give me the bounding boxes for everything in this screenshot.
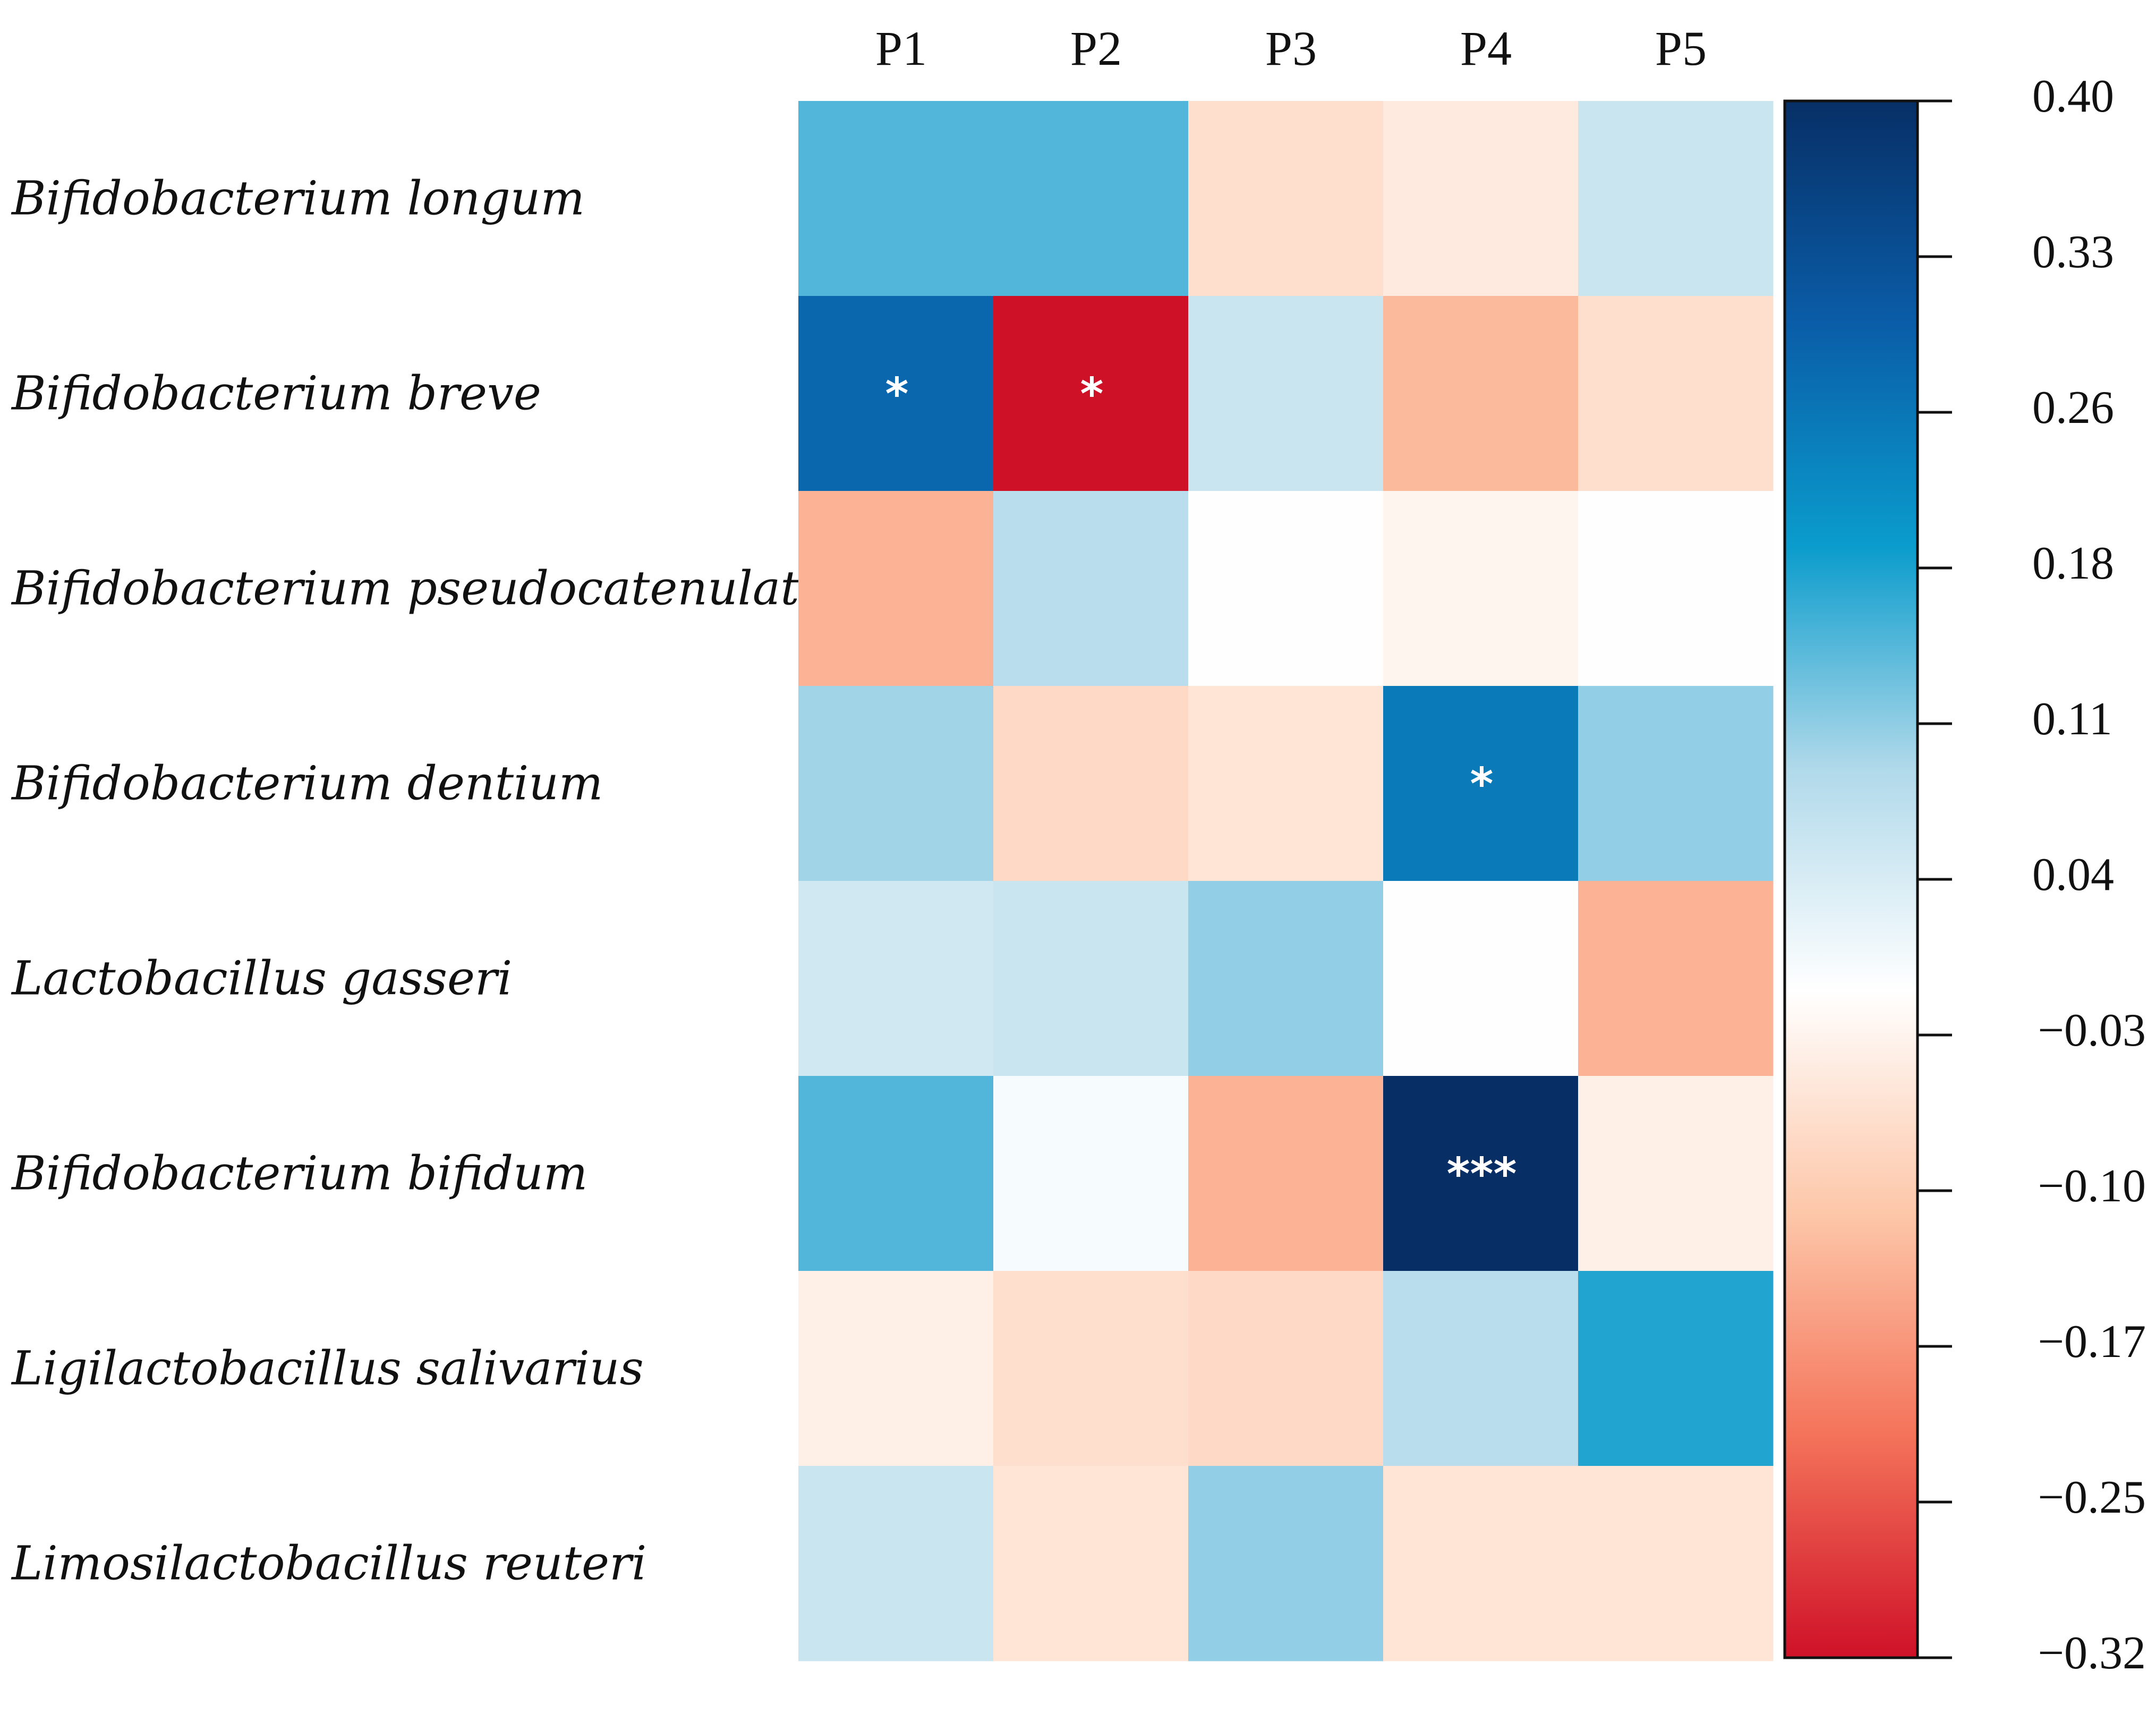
significance-marks: * ***** <box>885 368 1517 1200</box>
row-label: Bifidobacterium breve <box>11 366 541 421</box>
heatmap-cell-r6-c3 <box>1188 1076 1384 1271</box>
heatmap-cell-r1-c2 <box>993 101 1189 296</box>
heatmap-cell-r6-c2 <box>993 1076 1189 1271</box>
heatmap-cell-r2-c2 <box>993 296 1189 491</box>
heatmap-cell-r1-c1 <box>798 101 994 296</box>
column-label: P3 <box>1265 21 1317 75</box>
heatmap-cell-r2-c3 <box>1188 296 1384 491</box>
heatmap-cell-r7-c5 <box>1578 1271 1774 1466</box>
colorbar-tick-label: −0.25 <box>2038 1472 2146 1523</box>
heatmap-cell-r4-c2 <box>993 686 1189 881</box>
heatmap-cell-r5-c5 <box>1578 881 1774 1076</box>
column-labels: P1 P2 P3 P4 P5 <box>875 21 1707 75</box>
heatmap-cell-r3-c5 <box>1578 491 1774 686</box>
heatmap-cell-r2-c1 <box>798 296 994 491</box>
heatmap-cell-r8-c4 <box>1383 1466 1579 1661</box>
heatmap-cell-r5-c3 <box>1188 881 1384 1076</box>
row-label: Limosilactobacillus reuteri <box>11 1536 646 1591</box>
heatmap-cell-r6-c5 <box>1578 1076 1774 1271</box>
heatmap-cell-r8-c5 <box>1578 1466 1774 1661</box>
row-label: Lactobacillus gasseri <box>11 951 512 1006</box>
heatmap-cell-r4-c4 <box>1383 686 1579 881</box>
column-label: P5 <box>1655 21 1707 75</box>
heatmap-cell-r4-c1 <box>798 686 994 881</box>
significance-mark: * <box>1080 368 1104 420</box>
colorbar-tick-label: 0.11 <box>2032 693 2112 745</box>
heatmap-cell-r3-c2 <box>993 491 1189 686</box>
colorbar-tick-label: 0.04 <box>2032 849 2114 901</box>
row-labels: Bifidobacterium longum Bifidobacterium br… <box>11 171 874 1591</box>
column-label: P2 <box>1070 21 1122 75</box>
row-label: Bifidobacterium pseudocatenulatum <box>11 561 874 616</box>
colorbar-gradient <box>1783 99 1919 1659</box>
colorbar-tick-label: −0.32 <box>2038 1627 2146 1679</box>
heatmap-cell-r8-c1 <box>798 1466 994 1661</box>
heatmap-cell-r5-c4 <box>1383 881 1579 1076</box>
heatmap-cell-r3-c1 <box>798 491 994 686</box>
heatmap-cell-r3-c4 <box>1383 491 1579 686</box>
heatmap-cell-r5-c1 <box>798 881 994 1076</box>
heatmap-cell-r4-c5 <box>1578 686 1774 881</box>
heatmap-cell-r8-c3 <box>1188 1466 1384 1661</box>
significance-mark: *** <box>1447 1148 1517 1200</box>
heatmap-cell-r2-c4 <box>1383 296 1579 491</box>
colorbar-tick-label: 0.18 <box>2032 538 2114 589</box>
colorbar-tick-label: 0.40 <box>2032 71 2114 122</box>
colorbar: 0.40 0.33 0.26 0.18 0.11 0.04 −0.03 −0.10 −0.17 −… <box>1783 71 2146 1679</box>
heatmap-cell-r1-c4 <box>1383 101 1579 296</box>
row-label: Bifidobacterium bifidum <box>11 1146 587 1201</box>
colorbar-tick-label: −0.03 <box>2038 1005 2146 1056</box>
heatmap-cell-r8-c2 <box>993 1466 1189 1661</box>
heatmap-cell-r7-c2 <box>993 1271 1189 1466</box>
row-label: Bifidobacterium longum <box>11 171 585 226</box>
colorbar-tick-label: −0.10 <box>2038 1160 2146 1212</box>
heatmap-cell-r7-c4 <box>1383 1271 1579 1466</box>
colorbar-tick-label: −0.17 <box>2038 1316 2146 1368</box>
heatmap-cell-r2-c5 <box>1578 296 1774 491</box>
significance-mark: * <box>1470 758 1494 810</box>
heatmap-cell-r6-c4 <box>1383 1076 1579 1271</box>
row-label: Ligilactobacillus salivarius <box>11 1341 644 1396</box>
heatmap-cell-r5-c2 <box>993 881 1189 1076</box>
column-label: P1 <box>875 21 927 75</box>
column-label: P4 <box>1460 21 1512 75</box>
heatmap-cells <box>798 101 1774 1661</box>
colorbar-tick-label: 0.33 <box>2032 226 2114 278</box>
heatmap-cell-r3-c3 <box>1188 491 1384 686</box>
heatmap-cell-r6-c1 <box>798 1076 994 1271</box>
heatmap-cell-r1-c5 <box>1578 101 1774 296</box>
heatmap-cell-r1-c3 <box>1188 101 1384 296</box>
heatmap-cell-r7-c3 <box>1188 1271 1384 1466</box>
heatmap-cell-r7-c1 <box>798 1271 994 1466</box>
colorbar-tick-label: 0.26 <box>2032 382 2114 434</box>
heatmap-cell-r4-c3 <box>1188 686 1384 881</box>
row-label: Bifidobacterium dentium <box>11 756 603 811</box>
significance-mark: * <box>885 368 909 420</box>
